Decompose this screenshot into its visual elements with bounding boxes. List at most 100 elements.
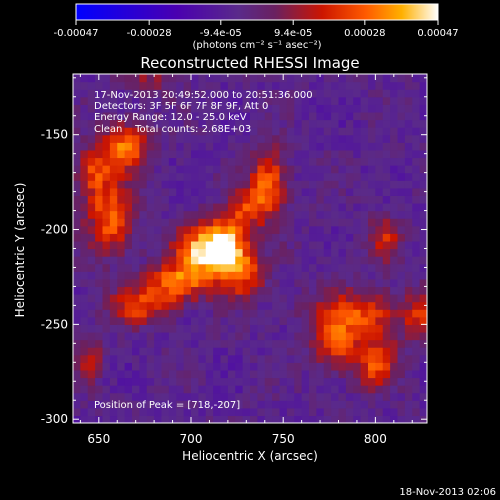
heatmap-cell (323, 157, 332, 166)
heatmap-cell (250, 195, 258, 204)
heatmap-cell (176, 324, 185, 333)
heatmap-cell (360, 278, 369, 288)
heatmap-cell (183, 316, 192, 325)
heatmap-cell (205, 286, 214, 295)
heatmap-cell (316, 180, 325, 189)
heatmap-cell (323, 286, 332, 295)
heatmap-cell (390, 89, 399, 98)
heatmap-cell (132, 233, 140, 242)
heatmap-cell (168, 301, 177, 310)
heatmap-cell (382, 149, 391, 159)
heatmap-cell (419, 301, 427, 310)
heatmap-cell (139, 233, 148, 242)
heatmap-cell (191, 96, 199, 105)
heatmap-cell (397, 248, 406, 257)
heatmap-cell (316, 240, 325, 250)
heatmap-cell (235, 210, 244, 219)
heatmap-cell (375, 256, 384, 265)
heatmap-cell (213, 74, 222, 83)
heatmap-cell (117, 248, 126, 257)
heatmap-cell (183, 324, 192, 333)
heatmap-cell (294, 415, 303, 423)
heatmap-cell (198, 415, 207, 423)
heatmap-cell (286, 354, 295, 363)
heatmap-cell (257, 195, 266, 204)
heatmap-cell (338, 172, 347, 181)
heatmap-cell (375, 157, 384, 166)
heatmap-cell (419, 316, 427, 325)
heatmap-cell (309, 400, 317, 409)
heatmap-cell (338, 127, 347, 136)
heatmap-cell (316, 354, 325, 363)
heatmap-cell (294, 187, 303, 196)
heatmap-cell (87, 187, 96, 196)
heatmap-cell (250, 347, 258, 356)
heatmap-cell (102, 392, 111, 401)
heatmap-cell (375, 316, 384, 325)
heatmap-cell (286, 240, 295, 250)
heatmap-cell (227, 74, 236, 83)
heatmap-cell (213, 407, 222, 417)
heatmap-cell (338, 134, 347, 143)
heatmap-cell (286, 180, 295, 189)
heatmap-cell (323, 248, 332, 257)
heatmap-cell (87, 89, 96, 98)
heatmap-cell (95, 263, 104, 272)
heatmap-cell (154, 104, 163, 113)
heatmap-cell (87, 263, 96, 272)
heatmap-cell (117, 172, 126, 181)
heatmap-cell (294, 354, 303, 363)
heatmap-cell (419, 294, 427, 303)
heatmap-cell (294, 96, 303, 105)
heatmap-cell (353, 142, 362, 151)
heatmap-cell (109, 225, 118, 234)
heatmap-cell (87, 407, 96, 417)
heatmap-cell (205, 278, 214, 288)
heatmap-cell (412, 74, 421, 83)
heatmap-cell (368, 354, 376, 363)
heatmap-cell (257, 96, 266, 105)
heatmap-cell (331, 415, 340, 423)
heatmap-cell (154, 392, 163, 401)
heatmap-cell (375, 119, 384, 128)
heatmap-cell (390, 195, 399, 204)
heatmap-cell (294, 195, 303, 204)
heatmap-cell (220, 233, 229, 242)
heatmap-cell (301, 309, 310, 318)
heatmap-cell (345, 210, 354, 219)
heatmap-cell (279, 369, 288, 379)
heatmap-cell (183, 301, 192, 310)
heatmap-cell (242, 157, 251, 166)
heatmap-cell (213, 286, 222, 295)
heatmap-cell (220, 309, 229, 318)
heatmap-cell (227, 294, 236, 303)
heatmap-cell (102, 210, 111, 219)
heatmap-cell (404, 74, 413, 83)
heatmap-cell (176, 218, 185, 227)
heatmap-cell (205, 248, 214, 257)
heatmap-cell (397, 233, 406, 242)
heatmap-cell (419, 407, 427, 417)
x-tick-label: 800 (364, 432, 387, 446)
heatmap-cell (294, 369, 303, 379)
heatmap-cell (146, 180, 155, 189)
heatmap-cell (95, 195, 104, 204)
colorbar-tick-label: 0.00028 (344, 28, 385, 39)
heatmap-cell (294, 392, 303, 401)
heatmap-cell (316, 362, 325, 371)
heatmap-cell (124, 294, 133, 303)
heatmap-cell (323, 195, 332, 204)
heatmap-cell (301, 392, 310, 401)
heatmap-cell (191, 149, 199, 159)
heatmap-cell (124, 256, 133, 265)
heatmap-cell (80, 309, 89, 318)
heatmap-cell (139, 271, 148, 280)
heatmap-cell (264, 233, 273, 242)
heatmap-cell (117, 104, 126, 113)
heatmap-cell (117, 149, 126, 159)
heatmap-cell (198, 104, 207, 113)
heatmap-cell (412, 240, 421, 250)
heatmap-cell (257, 407, 266, 417)
heatmap-cell (73, 187, 81, 196)
heatmap-cell (323, 377, 332, 386)
